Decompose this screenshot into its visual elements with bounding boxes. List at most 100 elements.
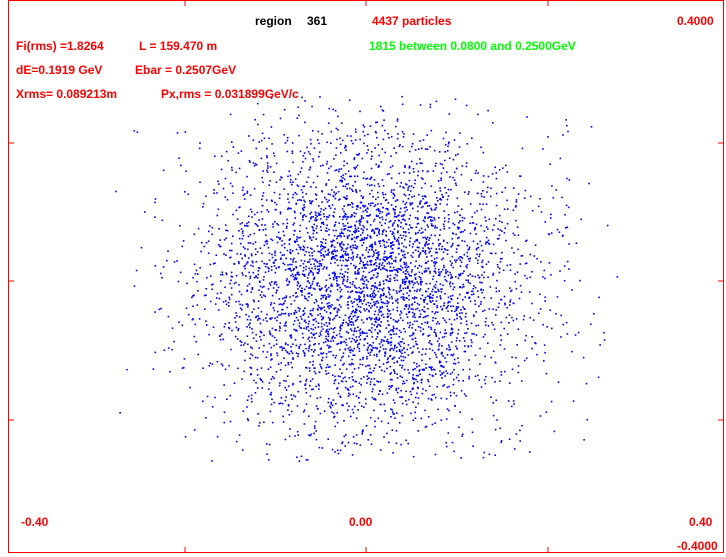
particle-point bbox=[363, 142, 365, 145]
particle-point bbox=[250, 291, 252, 293]
particle-point bbox=[565, 321, 568, 324]
particle-point bbox=[462, 283, 465, 286]
particle-point bbox=[267, 266, 269, 269]
particle-point bbox=[511, 368, 514, 371]
particle-point bbox=[529, 276, 531, 279]
particle-point bbox=[274, 259, 276, 262]
particle-point bbox=[244, 350, 247, 353]
particle-point bbox=[383, 252, 386, 255]
particle-point bbox=[359, 363, 361, 366]
particle-point bbox=[350, 225, 353, 228]
particle-point bbox=[352, 315, 355, 318]
particle-point bbox=[270, 302, 273, 304]
particle-point bbox=[429, 366, 432, 369]
particle-point bbox=[414, 282, 416, 284]
particle-point bbox=[444, 143, 447, 146]
particle-point bbox=[445, 269, 447, 271]
particle-point bbox=[412, 133, 415, 135]
particle-point bbox=[304, 201, 306, 203]
particle-point bbox=[274, 271, 277, 274]
particle-point bbox=[225, 224, 227, 226]
particle-point bbox=[314, 258, 317, 261]
particle-point bbox=[199, 181, 201, 184]
particle-point bbox=[238, 167, 241, 170]
particle-point bbox=[355, 308, 358, 311]
particle-point bbox=[371, 151, 373, 153]
particle-point bbox=[399, 185, 401, 188]
particle-point bbox=[473, 315, 475, 318]
particle-point bbox=[328, 179, 330, 181]
particle-point bbox=[268, 137, 270, 140]
particle-point bbox=[472, 293, 475, 295]
particle-point bbox=[389, 341, 391, 344]
particle-point bbox=[434, 351, 436, 354]
particle-point bbox=[379, 380, 382, 383]
particle-point bbox=[373, 289, 376, 292]
particle-point bbox=[433, 217, 435, 219]
particle-point bbox=[404, 304, 407, 306]
particle-point bbox=[335, 334, 338, 337]
particle-point bbox=[461, 239, 463, 242]
particle-point bbox=[439, 272, 441, 275]
particle-point bbox=[247, 257, 250, 259]
particle-point bbox=[393, 147, 395, 149]
particle-point bbox=[373, 318, 376, 320]
particle-point bbox=[209, 263, 212, 266]
particle-point bbox=[450, 394, 452, 397]
particle-point bbox=[378, 329, 381, 332]
particle-point bbox=[384, 355, 386, 357]
particle-point bbox=[416, 240, 419, 242]
particle-point bbox=[511, 356, 513, 359]
particle-point bbox=[247, 248, 249, 251]
particle-point bbox=[296, 271, 299, 274]
particle-point bbox=[469, 232, 472, 235]
particle-point bbox=[439, 370, 441, 372]
particle-point bbox=[299, 224, 302, 227]
particle-point bbox=[336, 314, 338, 317]
particle-point bbox=[516, 226, 519, 228]
particle-point bbox=[396, 279, 399, 282]
particle-point bbox=[503, 348, 506, 350]
particle-point bbox=[428, 216, 431, 218]
particle-point bbox=[414, 249, 417, 251]
particle-point bbox=[249, 194, 252, 196]
particle-point bbox=[292, 275, 295, 278]
particle-point bbox=[307, 151, 310, 153]
particle-point bbox=[422, 247, 424, 249]
particle-point bbox=[254, 248, 257, 250]
particle-point bbox=[437, 408, 439, 411]
particle-point bbox=[253, 187, 256, 190]
particle-point bbox=[303, 320, 306, 323]
particle-point bbox=[314, 214, 317, 216]
particle-point bbox=[517, 365, 520, 367]
particle-point bbox=[415, 340, 417, 343]
particle-point bbox=[329, 294, 331, 297]
particle-point bbox=[351, 238, 354, 240]
particle-point bbox=[571, 289, 573, 291]
particle-point bbox=[154, 311, 156, 313]
particle-point bbox=[296, 405, 299, 407]
particle-point bbox=[370, 158, 373, 160]
particle-point bbox=[474, 303, 477, 306]
particle-point bbox=[363, 206, 365, 208]
particle-point bbox=[279, 346, 281, 349]
particle-point bbox=[346, 135, 349, 137]
particle-point bbox=[391, 165, 394, 167]
particle-point bbox=[417, 205, 419, 208]
particle-point bbox=[277, 286, 280, 289]
particle-point bbox=[504, 303, 506, 306]
particle-point bbox=[310, 143, 312, 145]
particle-point bbox=[379, 242, 381, 245]
particle-point bbox=[330, 240, 332, 243]
particle-point bbox=[377, 256, 379, 258]
particle-point bbox=[451, 331, 454, 334]
particle-point bbox=[334, 257, 336, 260]
particle-point bbox=[379, 210, 381, 213]
particle-point bbox=[461, 219, 464, 222]
particle-point bbox=[389, 329, 392, 332]
particle-point bbox=[424, 228, 427, 231]
particle-point bbox=[352, 255, 355, 258]
particle-point bbox=[276, 354, 279, 357]
particle-point bbox=[285, 295, 288, 297]
particle-point bbox=[435, 280, 438, 283]
